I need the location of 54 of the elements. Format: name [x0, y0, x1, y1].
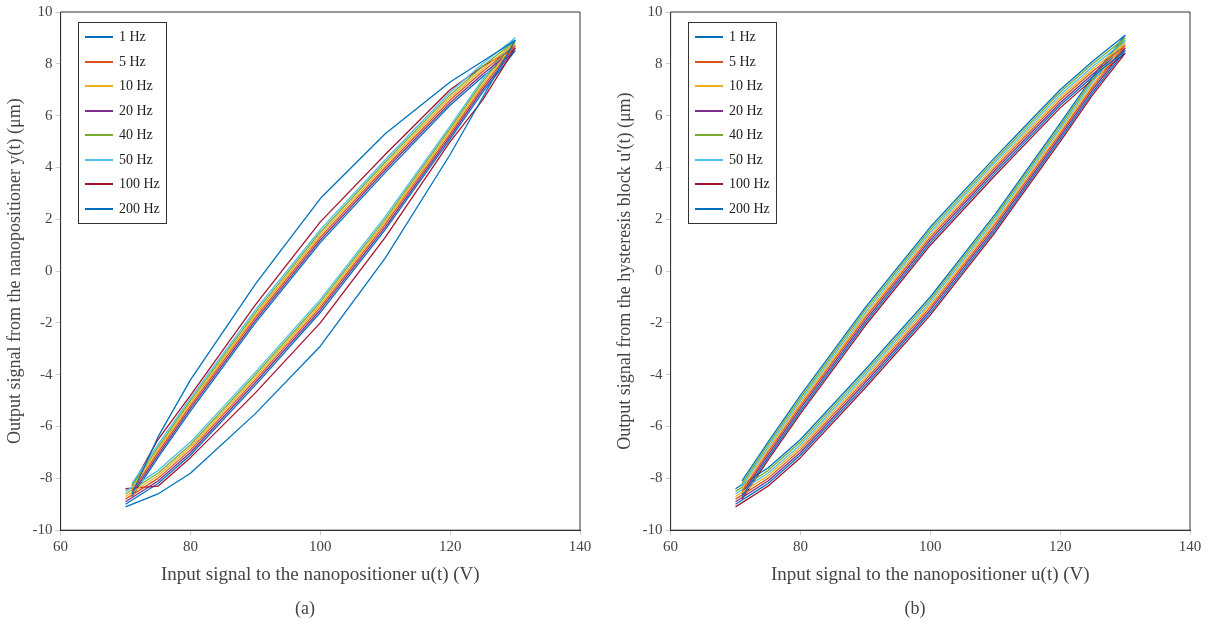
y-tick-label: -8	[40, 469, 53, 486]
legend-label: 100 Hz	[119, 176, 160, 193]
x-tick-label: 120	[438, 538, 462, 555]
y-tick-label: 2	[45, 210, 53, 227]
y-tick-label: 10	[647, 2, 663, 19]
y-tick-label: -4	[650, 365, 664, 382]
x-tick-label: 80	[182, 538, 198, 555]
y-tick-label: 2	[655, 210, 663, 227]
x-tick-label: 60	[663, 538, 679, 555]
x-axis-title: Input signal to the nanopositioner u(t) (V)	[770, 562, 1090, 585]
y-tick-label: 8	[45, 54, 53, 71]
y-tick-label: -10	[32, 521, 53, 538]
x-axis-title: Input signal to the nanopositioner u(t) (V)	[160, 562, 480, 585]
x-tick-label: 100	[919, 538, 942, 555]
legend-label: 50 Hz	[729, 151, 763, 168]
y-axis-title: Output signal from the nanopositioner y(t) (μm)	[3, 98, 25, 444]
x-tick-label: 120	[1048, 538, 1072, 555]
y-tick-label: -2	[40, 313, 53, 330]
y-tick-label: 10	[37, 2, 53, 19]
legend-label: 40 Hz	[119, 127, 153, 144]
x-tick-label: 60	[53, 538, 69, 555]
y-tick-label: -4	[40, 365, 54, 382]
text: (a)	[294, 598, 316, 619]
y-tick-label: 8	[655, 54, 663, 71]
x-tick-label: 80	[792, 538, 808, 555]
legend-label: 1 Hz	[729, 29, 756, 46]
y-tick-label: -6	[650, 417, 664, 434]
legend-label: 200 Hz	[119, 200, 160, 217]
x-tick-label: 100	[309, 538, 332, 555]
legend-label: 100 Hz	[729, 176, 770, 193]
legend-label: 10 Hz	[119, 78, 153, 95]
y-tick-label: 6	[655, 106, 664, 123]
y-axis-title: Output signal from the hysteresis block u'(t) (μm)	[613, 92, 635, 450]
legend-label: 10 Hz	[729, 78, 763, 95]
y-tick-label: 4	[655, 158, 664, 175]
legend-label: 50 Hz	[119, 151, 153, 168]
x-tick-label: 140	[1178, 538, 1202, 555]
legend-label: 20 Hz	[729, 102, 763, 119]
legend-label: 200 Hz	[729, 200, 770, 217]
y-tick-label: 6	[45, 106, 54, 123]
legend-label: 5 Hz	[729, 53, 756, 70]
y-tick-label: -8	[650, 469, 663, 486]
y-tick-label: 4	[45, 158, 54, 175]
legend-label: 5 Hz	[119, 53, 146, 70]
legend-label: 40 Hz	[729, 127, 763, 144]
y-tick-label: -10	[642, 521, 663, 538]
legend-label: 20 Hz	[119, 102, 153, 119]
y-tick-label: -6	[40, 417, 54, 434]
y-tick-label: -2	[650, 313, 663, 330]
legend-label: 1 Hz	[119, 29, 146, 46]
text: (b)	[903, 598, 927, 619]
y-tick-label: 0	[655, 262, 663, 279]
x-tick-label: 140	[568, 538, 592, 555]
y-tick-label: 0	[45, 262, 53, 279]
